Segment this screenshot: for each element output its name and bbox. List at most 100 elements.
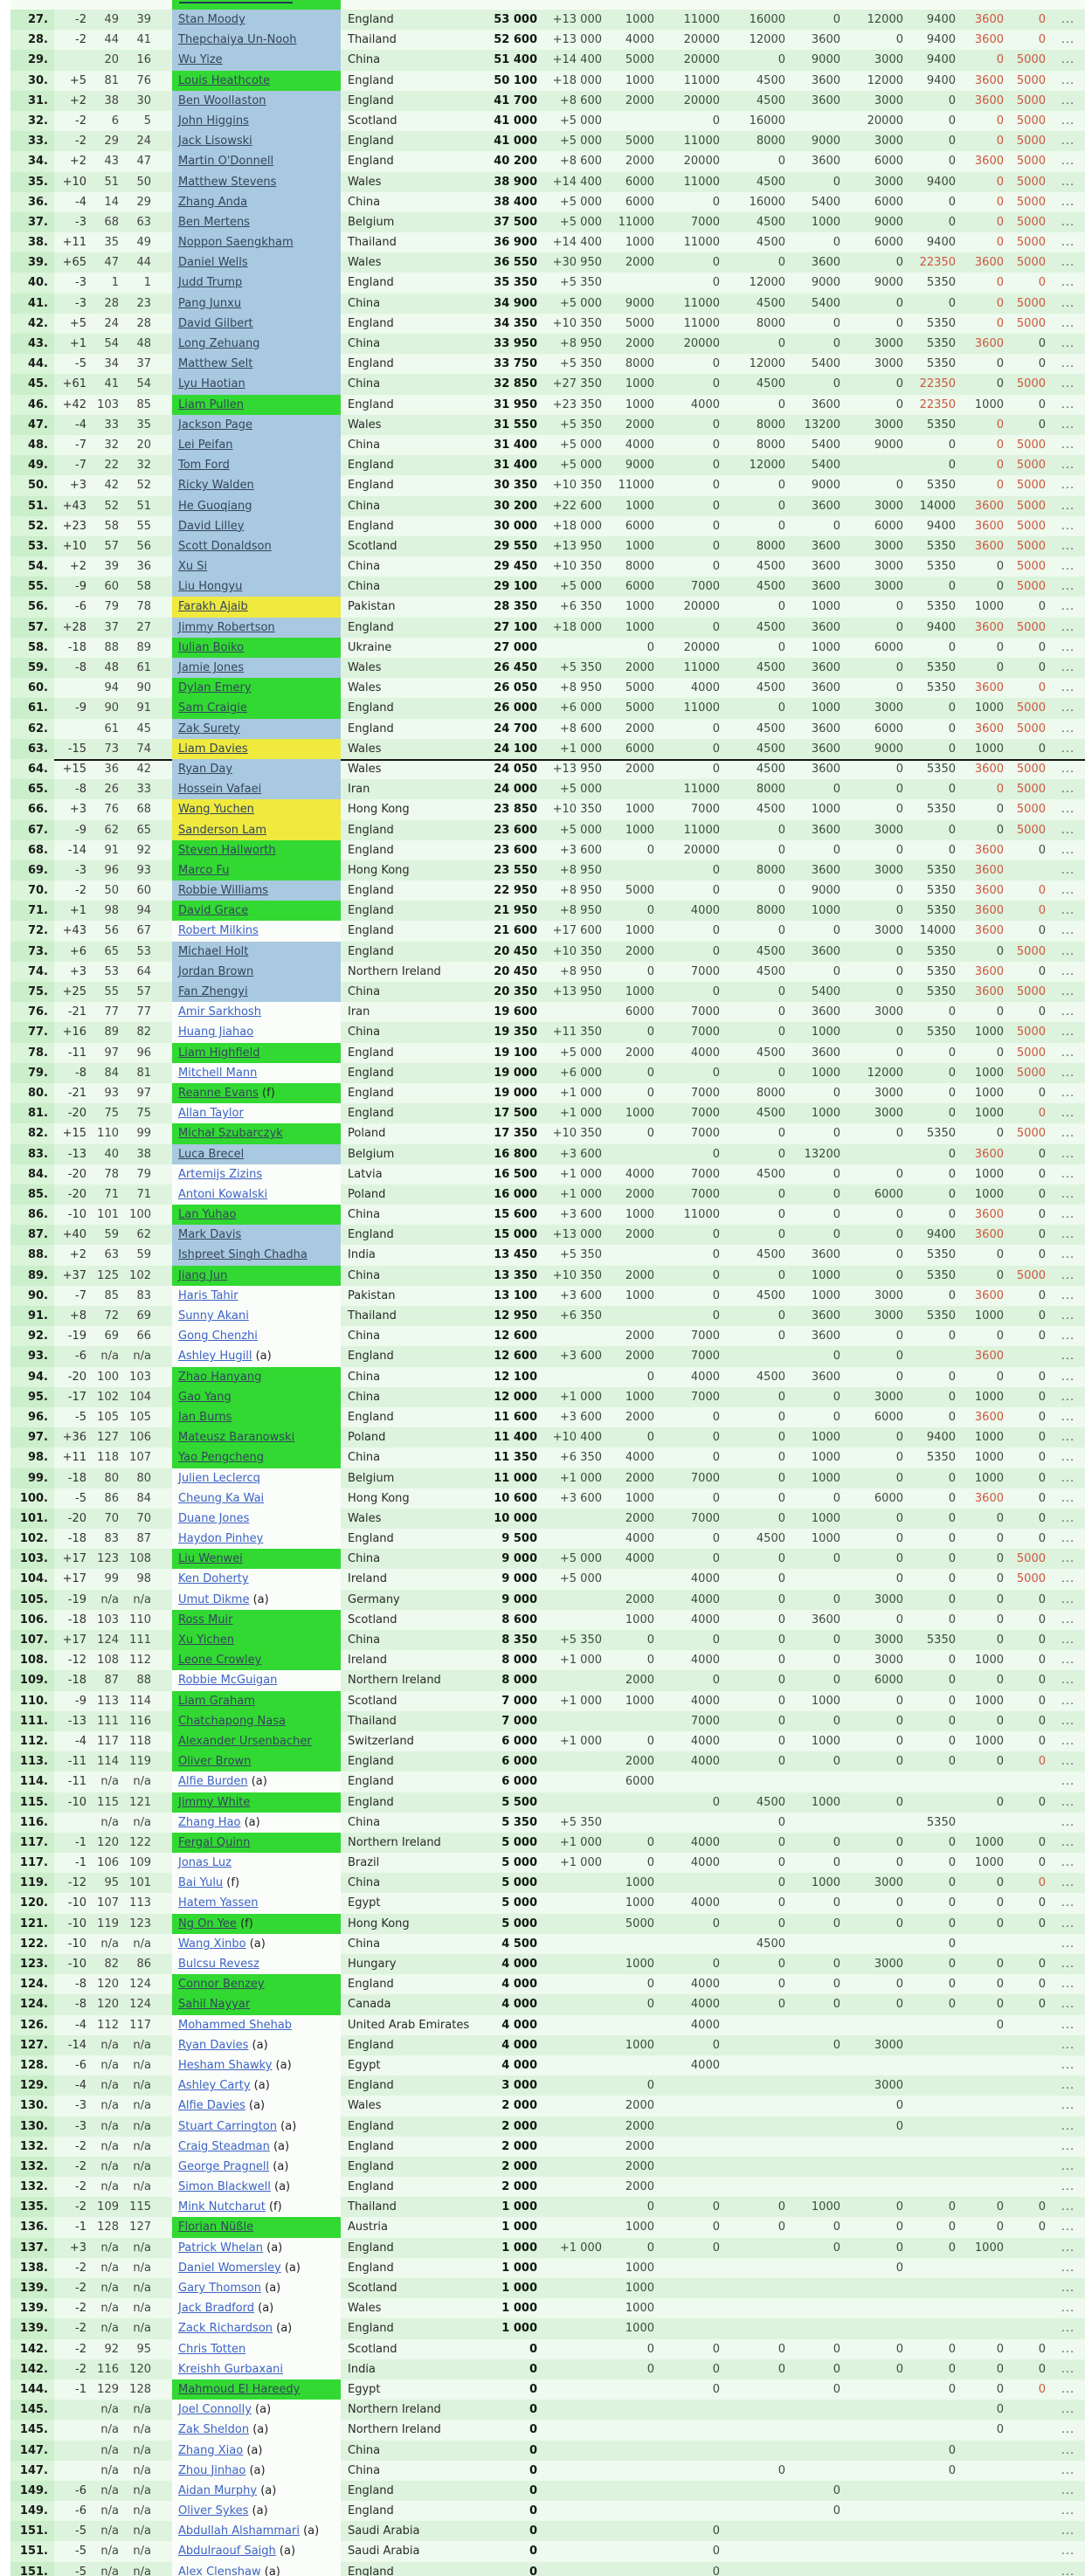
player-link[interactable]: Zhao Hanyang xyxy=(178,1370,262,1384)
player-link[interactable]: Daniel Wells xyxy=(178,256,248,270)
player-link[interactable]: Steven Hallworth xyxy=(178,843,276,857)
player-link[interactable]: Liam Graham xyxy=(178,1694,255,1708)
player-link[interactable]: Jimmy Robertson xyxy=(178,620,275,634)
player-link[interactable]: Patrick Whelan xyxy=(178,2241,263,2255)
player-link[interactable]: Duane Jones xyxy=(178,1511,250,1525)
player-link[interactable]: Liam Highfield xyxy=(178,1046,260,1060)
player-link[interactable]: Antoni Kowalski xyxy=(178,1187,268,1201)
player-link[interactable]: Sam Craigie xyxy=(178,701,247,715)
player-link[interactable]: Scott Donaldson xyxy=(178,539,272,553)
player-link[interactable]: Connor Benzey xyxy=(178,1978,265,1992)
player-link[interactable]: Sahil Nayyar xyxy=(178,1998,251,2012)
player-link[interactable]: Haris Tahir xyxy=(178,1288,238,1302)
player-link[interactable]: Yao Pengcheng xyxy=(178,1451,264,1465)
player-link[interactable]: Stuart Carrington xyxy=(178,2119,278,2133)
player-link[interactable]: Ian Burns xyxy=(178,1410,232,1424)
player-link[interactable]: Wang Xinbo xyxy=(178,1937,246,1951)
player-link[interactable]: Artemijs Zizins xyxy=(178,1167,263,1181)
player-link[interactable]: Mink Nutcharut xyxy=(178,2200,266,2214)
player-link[interactable]: Ben Mertens xyxy=(178,215,250,229)
player-link[interactable]: Fan Zhengyi xyxy=(178,985,248,998)
player-link[interactable]: Allan Taylor xyxy=(178,1107,244,1121)
player-link[interactable]: Ng On Yee xyxy=(178,1916,237,1930)
player-link[interactable]: Florian Nüßle xyxy=(178,2220,254,2234)
player-link[interactable]: Ashley Hugill xyxy=(178,1350,252,1364)
player-link[interactable]: Huang Jiahao xyxy=(178,1026,254,1039)
player-link[interactable]: Liu Wenwei xyxy=(178,1552,243,1566)
player-link[interactable]: Hatem Yassen xyxy=(178,1896,259,1910)
player-link[interactable]: Haydon Pinhey xyxy=(178,1532,264,1546)
player-link[interactable]: Wu Yize xyxy=(178,53,223,67)
player-link[interactable]: Ross Muir xyxy=(178,1613,233,1626)
player-link[interactable]: Farakh Ajaib xyxy=(178,600,248,614)
player-link[interactable]: Zak Sheldon xyxy=(178,2423,250,2437)
player-link[interactable]: Mahmoud El Hareedy xyxy=(178,2382,301,2396)
player-link[interactable]: Oliver Sykes xyxy=(178,2504,249,2518)
player-link[interactable]: Xu Si xyxy=(178,560,208,574)
player-link[interactable]: Jackson Page xyxy=(178,418,253,432)
player-link[interactable]: Gao Yang xyxy=(178,1390,232,1404)
player-link[interactable]: Ishpreet Singh Chadha xyxy=(178,1248,308,1262)
player-link[interactable]: Fergal Quinn xyxy=(178,1835,251,1849)
player-link[interactable]: Zhang Anda xyxy=(178,195,248,209)
player-link[interactable]: Daniel Womersley xyxy=(178,2261,281,2275)
player-link[interactable]: Robert Milkins xyxy=(178,924,259,938)
player-link[interactable]: Liu Hongyu xyxy=(178,580,243,594)
player-link[interactable]: Alfie Burden xyxy=(178,1775,248,1789)
player-link[interactable]: Thepchaiya Un-Nooh xyxy=(178,33,297,47)
player-link[interactable]: Noppon Saengkham xyxy=(178,236,294,250)
player-link[interactable]: George Pragnell xyxy=(178,2159,270,2173)
player-link[interactable]: Jack Bradford xyxy=(178,2302,254,2316)
player-link[interactable]: Tom Ford xyxy=(178,459,230,473)
player-link[interactable]: Lei Peifan xyxy=(178,438,233,452)
player-link[interactable]: David Grace xyxy=(178,904,249,918)
player-link[interactable]: Jiang Jun xyxy=(178,1268,228,1282)
player-link[interactable]: Robbie Williams xyxy=(178,884,269,898)
player-link[interactable]: Mitchell Mann xyxy=(178,1066,258,1080)
player-link[interactable]: David Gilbert xyxy=(178,316,253,330)
player-link[interactable]: Stan Moody xyxy=(178,13,245,26)
player-link[interactable]: Sanderson Lam xyxy=(178,823,267,837)
player-link[interactable]: Simon Blackwell xyxy=(178,2180,271,2194)
player-link[interactable]: Alexander Ursenbacher xyxy=(178,1734,312,1748)
player-link[interactable]: Abdulraouf Saigh xyxy=(178,2545,276,2559)
player-link[interactable]: Chatchapong Nasa xyxy=(178,1714,286,1728)
player-link[interactable]: Matthew Stevens xyxy=(178,175,277,189)
player-link[interactable]: Alfie Davies xyxy=(178,2099,245,2113)
player-link[interactable]: Dylan Emery xyxy=(178,681,252,695)
player-link[interactable]: Ryan Day xyxy=(178,762,233,776)
player-link[interactable]: Robbie McGuigan xyxy=(178,1674,278,1688)
player-link[interactable]: Mohammed Shehab xyxy=(178,2018,293,2032)
player-link[interactable]: John Higgins xyxy=(178,114,249,128)
player-link[interactable]: He Guoqiang xyxy=(178,499,252,513)
player-link[interactable]: Oliver Brown xyxy=(178,1755,252,1769)
player-link[interactable]: Michael Holt xyxy=(178,944,249,958)
player-link[interactable]: Long Zehuang xyxy=(178,337,260,350)
player-link[interactable]: Liam Pullen xyxy=(178,397,244,411)
player-link[interactable]: Ashley Carty xyxy=(178,2079,251,2093)
player-link[interactable]: Chris Totten xyxy=(178,2342,246,2356)
player-link[interactable]: Ben Woollaston xyxy=(178,93,266,107)
player-link[interactable]: Michał Szubarczyk xyxy=(178,1127,283,1141)
player-link[interactable]: Judd Trump xyxy=(178,276,243,290)
player-link[interactable]: Jimmy White xyxy=(178,1795,251,1809)
player-link[interactable]: Zak Surety xyxy=(178,722,240,736)
player-link[interactable]: Pang Junxu xyxy=(178,296,242,310)
player-link[interactable]: Wang Yuchen xyxy=(178,803,254,817)
player-link[interactable]: Lan Yuhao xyxy=(178,1208,237,1222)
player-link[interactable]: Bulcsu Revesz xyxy=(178,1958,259,1971)
player-link[interactable]: Hesham Shawky xyxy=(178,2058,273,2072)
player-link[interactable]: Lyu Haotian xyxy=(178,377,245,391)
player-link[interactable]: Bai Yulu xyxy=(178,1876,224,1890)
player-link[interactable]: Kreishh Gurbaxani xyxy=(178,2362,283,2376)
player-link[interactable]: Jack Lisowski xyxy=(178,135,252,148)
player-link[interactable]: Iulian Boiko xyxy=(178,640,245,654)
player-link[interactable]: Amir Sarkhosh xyxy=(178,1005,261,1019)
player-link[interactable]: Alex Clenshaw xyxy=(178,2565,261,2576)
player-link[interactable]: Gong Chenzhi xyxy=(178,1329,258,1343)
player-link[interactable]: Ryan Davies xyxy=(178,2038,249,2052)
player-link[interactable]: Umut Dikme xyxy=(178,1592,250,1606)
player-link[interactable]: Zhang Xiao xyxy=(178,2443,244,2457)
player-link[interactable]: Sunny Akani xyxy=(178,1309,249,1323)
player-link[interactable]: Abdullah Alshammari xyxy=(178,2524,300,2538)
